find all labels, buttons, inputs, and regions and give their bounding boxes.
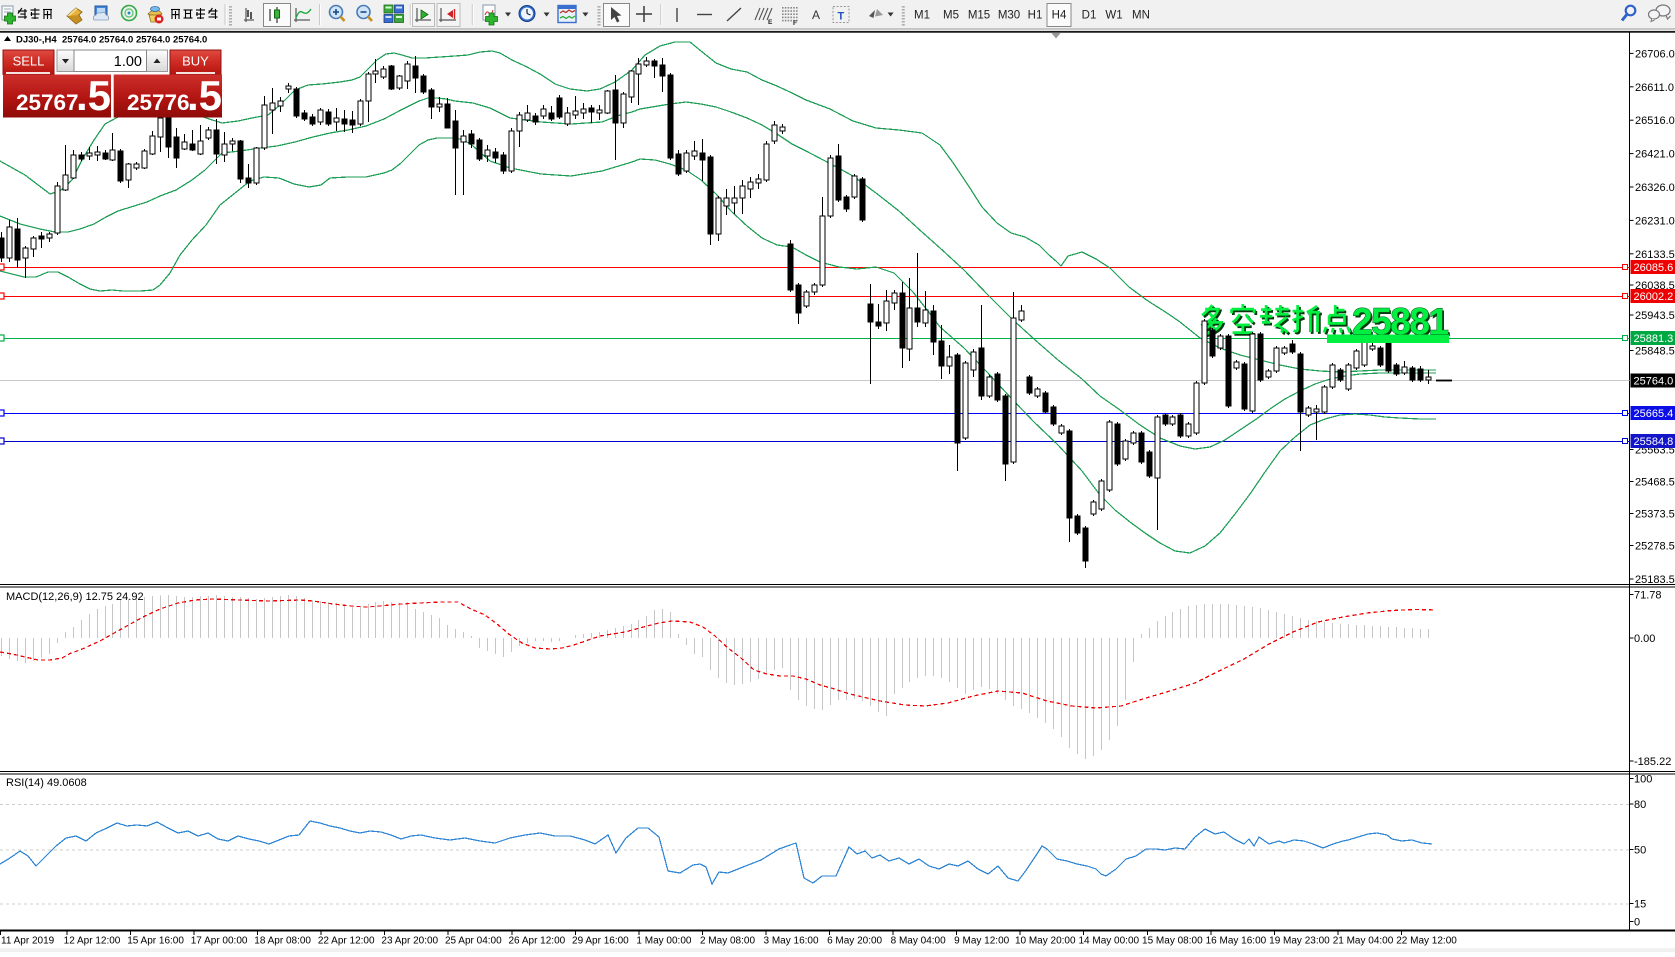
svg-text:SELL: SELL bbox=[13, 54, 45, 69]
svg-text:15 Apr 16:00: 15 Apr 16:00 bbox=[127, 936, 184, 947]
svg-text:25767: 25767 bbox=[16, 90, 79, 115]
svg-text:26421.0: 26421.0 bbox=[1635, 149, 1675, 161]
svg-text:10 May 20:00: 10 May 20:00 bbox=[1015, 936, 1076, 947]
svg-text:25764.0 25764.0 25764.0 25764.: 25764.0 25764.0 25764.0 25764.0 bbox=[62, 35, 207, 46]
svg-text:26326.0: 26326.0 bbox=[1635, 182, 1675, 194]
svg-text:11 Apr 2019: 11 Apr 2019 bbox=[1, 936, 55, 947]
svg-text:2 May 08:00: 2 May 08:00 bbox=[700, 936, 755, 947]
svg-text:6 May 20:00: 6 May 20:00 bbox=[827, 936, 882, 947]
svg-text:25665.4: 25665.4 bbox=[1634, 408, 1674, 420]
svg-text:25468.5: 25468.5 bbox=[1635, 477, 1675, 489]
svg-text:71.78: 71.78 bbox=[1634, 590, 1662, 602]
svg-text:M5: M5 bbox=[943, 10, 959, 22]
svg-text:19 May 23:00: 19 May 23:00 bbox=[1269, 936, 1330, 947]
svg-text:22 May 12:00: 22 May 12:00 bbox=[1396, 936, 1457, 947]
svg-text:RSI(14) 49.0608: RSI(14) 49.0608 bbox=[6, 777, 87, 789]
svg-text:100: 100 bbox=[1634, 774, 1652, 786]
svg-text:26231.0: 26231.0 bbox=[1635, 215, 1675, 227]
svg-text:A: A bbox=[812, 8, 820, 22]
svg-text:BUY: BUY bbox=[182, 54, 209, 69]
svg-text:26002.2: 26002.2 bbox=[1634, 291, 1674, 303]
svg-text:25278.5: 25278.5 bbox=[1635, 541, 1675, 553]
svg-text:25764.0: 25764.0 bbox=[1634, 376, 1674, 388]
svg-text:26516.0: 26516.0 bbox=[1635, 115, 1675, 127]
svg-text:M30: M30 bbox=[998, 10, 1020, 22]
svg-text:26133.5: 26133.5 bbox=[1635, 249, 1675, 261]
svg-text:15: 15 bbox=[1634, 899, 1646, 911]
svg-text:H1: H1 bbox=[1028, 10, 1043, 22]
svg-text:1.00: 1.00 bbox=[114, 54, 142, 70]
svg-text:22 Apr 12:00: 22 Apr 12:00 bbox=[318, 936, 375, 947]
svg-text:MN: MN bbox=[1132, 10, 1150, 22]
svg-text:21 May 04:00: 21 May 04:00 bbox=[1333, 936, 1394, 947]
svg-text:F: F bbox=[793, 20, 797, 27]
svg-text:9 May 12:00: 9 May 12:00 bbox=[954, 936, 1009, 947]
svg-text:1 May 00:00: 1 May 00:00 bbox=[636, 936, 691, 947]
svg-text:MACD(12,26,9) 12.75 24.92: MACD(12,26,9) 12.75 24.92 bbox=[6, 591, 144, 603]
svg-text:26 Apr 12:00: 26 Apr 12:00 bbox=[508, 936, 565, 947]
svg-text:25373.5: 25373.5 bbox=[1635, 509, 1675, 521]
svg-text:25943.5: 25943.5 bbox=[1635, 310, 1675, 322]
svg-text:50: 50 bbox=[1634, 845, 1646, 857]
svg-text:T: T bbox=[838, 11, 845, 23]
svg-text:.5: .5 bbox=[76, 72, 111, 119]
svg-text:0.00: 0.00 bbox=[1634, 633, 1655, 645]
svg-text:25183.5: 25183.5 bbox=[1635, 574, 1675, 586]
svg-text:M15: M15 bbox=[968, 10, 990, 22]
svg-text:26085.6: 26085.6 bbox=[1634, 262, 1674, 274]
svg-text:0: 0 bbox=[1634, 917, 1640, 929]
svg-text:3 May 16:00: 3 May 16:00 bbox=[764, 936, 819, 947]
svg-text:-185.22: -185.22 bbox=[1634, 756, 1671, 768]
svg-text:.5: .5 bbox=[187, 72, 222, 119]
svg-text:E: E bbox=[768, 19, 773, 26]
svg-text:D1: D1 bbox=[1082, 10, 1097, 22]
svg-text:H4: H4 bbox=[1052, 10, 1067, 22]
svg-text:12 Apr 12:00: 12 Apr 12:00 bbox=[64, 936, 121, 947]
svg-text:14 May 00:00: 14 May 00:00 bbox=[1078, 936, 1139, 947]
svg-text:25848.5: 25848.5 bbox=[1635, 346, 1675, 358]
svg-text:17 Apr 00:00: 17 Apr 00:00 bbox=[191, 936, 248, 947]
svg-text:15 May 08:00: 15 May 08:00 bbox=[1142, 936, 1203, 947]
svg-text:25881.3: 25881.3 bbox=[1634, 333, 1674, 345]
svg-text:80: 80 bbox=[1634, 799, 1646, 811]
svg-text:W1: W1 bbox=[1105, 10, 1122, 22]
svg-text:DJ30-,H4: DJ30-,H4 bbox=[16, 35, 57, 46]
svg-text:25 Apr 04:00: 25 Apr 04:00 bbox=[445, 936, 502, 947]
svg-text:26706.0: 26706.0 bbox=[1635, 48, 1675, 60]
svg-text:29 Apr 16:00: 29 Apr 16:00 bbox=[572, 936, 629, 947]
svg-text:25776: 25776 bbox=[127, 90, 190, 115]
svg-text:23 Apr 20:00: 23 Apr 20:00 bbox=[381, 936, 438, 947]
svg-text:26611.0: 26611.0 bbox=[1635, 82, 1674, 94]
svg-text:M1: M1 bbox=[914, 10, 930, 22]
svg-text:18 Apr 08:00: 18 Apr 08:00 bbox=[254, 936, 311, 947]
svg-text:16 May 16:00: 16 May 16:00 bbox=[1206, 936, 1267, 947]
svg-text:8 May 04:00: 8 May 04:00 bbox=[891, 936, 946, 947]
svg-text:25584.8: 25584.8 bbox=[1634, 436, 1674, 448]
